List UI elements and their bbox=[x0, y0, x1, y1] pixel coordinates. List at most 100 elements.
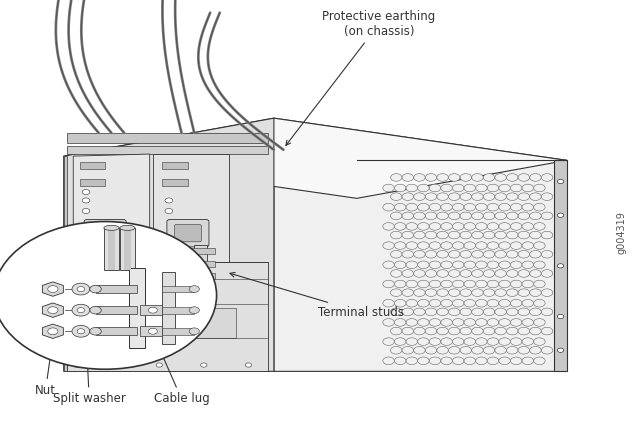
Circle shape bbox=[487, 280, 499, 288]
Circle shape bbox=[383, 203, 394, 211]
Circle shape bbox=[429, 184, 441, 192]
Circle shape bbox=[483, 193, 495, 200]
Circle shape bbox=[406, 261, 417, 269]
Circle shape bbox=[471, 327, 483, 335]
Circle shape bbox=[534, 184, 545, 192]
Circle shape bbox=[394, 203, 406, 211]
Text: PEM1: PEM1 bbox=[97, 264, 113, 269]
Bar bbox=[96, 327, 137, 335]
Circle shape bbox=[418, 184, 429, 192]
Circle shape bbox=[383, 280, 394, 288]
Circle shape bbox=[495, 193, 506, 200]
Circle shape bbox=[390, 174, 402, 181]
Circle shape bbox=[148, 307, 157, 313]
Polygon shape bbox=[64, 156, 67, 371]
Text: g004319: g004319 bbox=[616, 211, 626, 254]
Circle shape bbox=[448, 308, 460, 316]
Circle shape bbox=[426, 270, 437, 277]
Text: PEM2: PEM2 bbox=[180, 264, 196, 269]
Circle shape bbox=[476, 338, 487, 345]
Circle shape bbox=[418, 242, 429, 249]
Circle shape bbox=[390, 327, 402, 335]
Circle shape bbox=[495, 289, 506, 296]
Circle shape bbox=[429, 300, 441, 307]
Circle shape bbox=[499, 319, 510, 326]
Circle shape bbox=[495, 231, 506, 239]
Circle shape bbox=[541, 327, 553, 335]
Circle shape bbox=[406, 338, 417, 345]
Bar bbox=[67, 262, 268, 371]
Circle shape bbox=[510, 357, 522, 365]
Circle shape bbox=[77, 329, 85, 334]
Circle shape bbox=[402, 193, 413, 200]
Circle shape bbox=[506, 289, 518, 296]
Circle shape bbox=[429, 319, 441, 326]
Bar bbox=[187, 273, 215, 279]
Circle shape bbox=[476, 184, 487, 192]
Circle shape bbox=[530, 308, 541, 316]
Circle shape bbox=[418, 319, 429, 326]
Circle shape bbox=[506, 174, 518, 181]
Bar bbox=[162, 307, 194, 314]
Circle shape bbox=[499, 242, 510, 249]
Text: Split washer: Split washer bbox=[53, 335, 125, 406]
Circle shape bbox=[406, 280, 417, 288]
Circle shape bbox=[441, 357, 452, 365]
Circle shape bbox=[402, 231, 413, 239]
Circle shape bbox=[522, 357, 534, 365]
Polygon shape bbox=[274, 118, 567, 371]
Circle shape bbox=[522, 280, 534, 288]
Circle shape bbox=[499, 203, 510, 211]
Circle shape bbox=[77, 287, 85, 292]
Circle shape bbox=[518, 212, 529, 220]
Bar bbox=[124, 228, 131, 270]
Circle shape bbox=[437, 231, 448, 239]
Circle shape bbox=[487, 184, 499, 192]
Circle shape bbox=[534, 223, 545, 230]
Circle shape bbox=[476, 242, 487, 249]
Circle shape bbox=[413, 231, 425, 239]
Circle shape bbox=[464, 184, 476, 192]
Circle shape bbox=[522, 300, 534, 307]
Circle shape bbox=[448, 174, 460, 181]
Circle shape bbox=[464, 319, 476, 326]
Circle shape bbox=[495, 327, 506, 335]
Circle shape bbox=[541, 212, 553, 220]
Circle shape bbox=[487, 242, 499, 249]
Circle shape bbox=[460, 346, 471, 354]
Circle shape bbox=[510, 223, 522, 230]
Circle shape bbox=[476, 203, 487, 211]
Circle shape bbox=[460, 231, 471, 239]
Circle shape bbox=[476, 223, 487, 230]
Circle shape bbox=[530, 251, 541, 258]
Circle shape bbox=[448, 346, 460, 354]
Circle shape bbox=[530, 193, 541, 200]
Circle shape bbox=[394, 242, 406, 249]
Circle shape bbox=[437, 193, 448, 200]
Circle shape bbox=[437, 346, 448, 354]
Circle shape bbox=[476, 357, 487, 365]
Circle shape bbox=[82, 198, 90, 203]
Circle shape bbox=[452, 280, 464, 288]
Circle shape bbox=[426, 308, 437, 316]
Circle shape bbox=[429, 203, 441, 211]
Circle shape bbox=[402, 174, 413, 181]
Circle shape bbox=[413, 289, 425, 296]
Circle shape bbox=[394, 261, 406, 269]
Circle shape bbox=[522, 223, 534, 230]
Polygon shape bbox=[73, 154, 150, 262]
Circle shape bbox=[452, 223, 464, 230]
Circle shape bbox=[541, 270, 553, 277]
Circle shape bbox=[437, 174, 448, 181]
Circle shape bbox=[452, 300, 464, 307]
Polygon shape bbox=[43, 282, 63, 296]
Circle shape bbox=[471, 270, 483, 277]
Circle shape bbox=[390, 231, 402, 239]
Circle shape bbox=[148, 328, 157, 334]
Circle shape bbox=[441, 203, 452, 211]
Circle shape bbox=[402, 327, 413, 335]
Bar bbox=[194, 245, 207, 287]
Circle shape bbox=[499, 223, 510, 230]
Circle shape bbox=[510, 261, 522, 269]
Circle shape bbox=[390, 193, 402, 200]
